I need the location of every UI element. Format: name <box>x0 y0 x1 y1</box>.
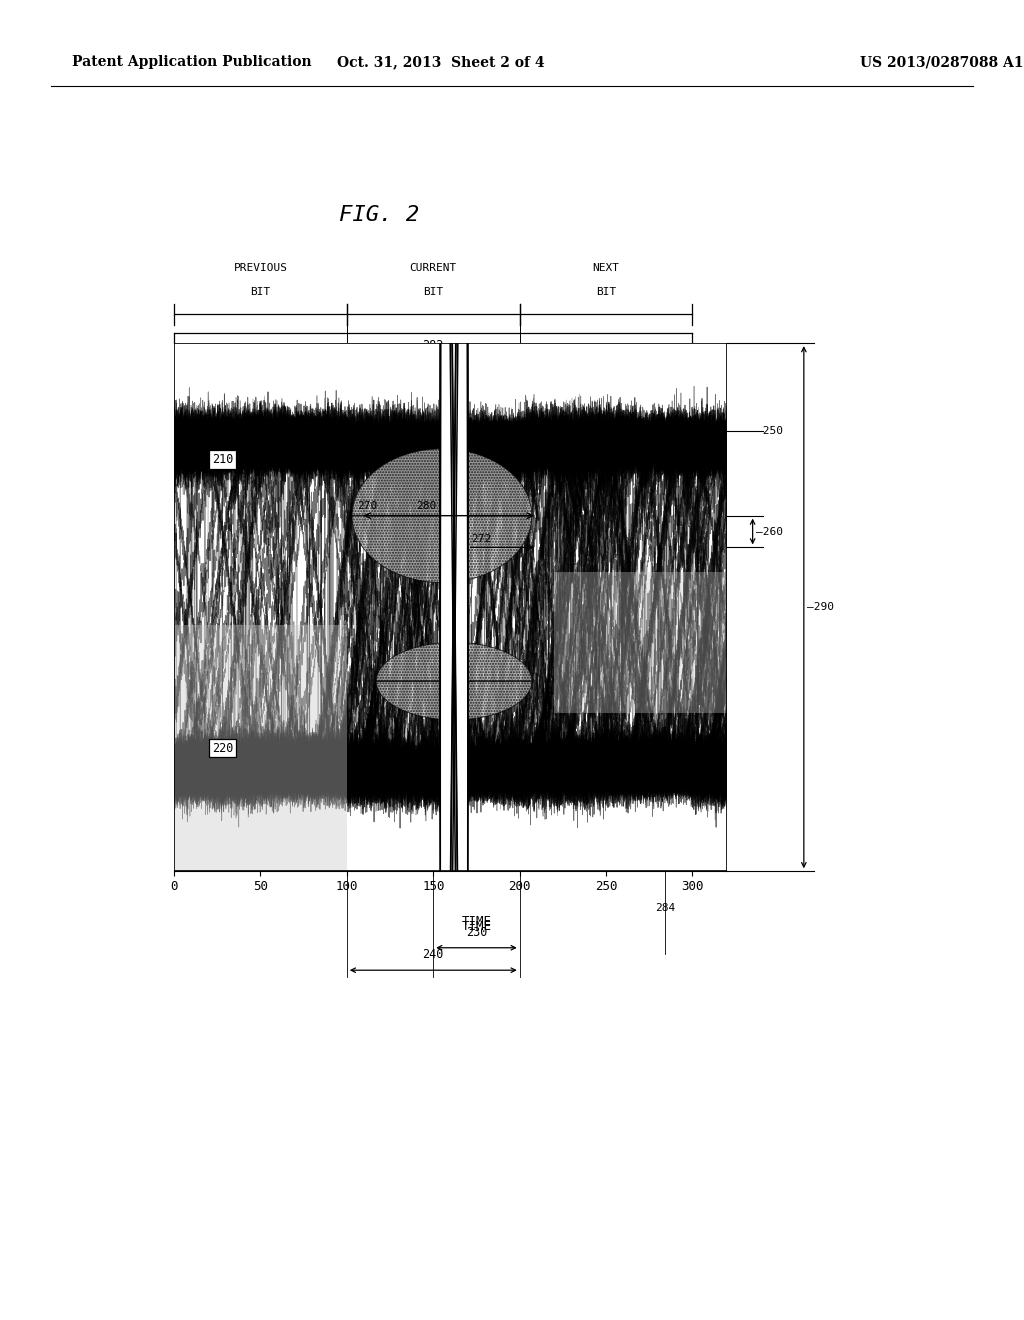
Text: —260: —260 <box>756 527 782 536</box>
Text: 230: 230 <box>466 925 487 939</box>
Text: 270: 270 <box>357 500 378 511</box>
Text: Patent Application Publication: Patent Application Publication <box>72 55 311 70</box>
Text: Oct. 31, 2013  Sheet 2 of 4: Oct. 31, 2013 Sheet 2 of 4 <box>337 55 544 70</box>
Text: 280: 280 <box>416 500 436 511</box>
Text: BIT: BIT <box>596 286 616 297</box>
Text: PREVIOUS: PREVIOUS <box>233 263 288 273</box>
Polygon shape <box>174 624 347 871</box>
Text: TIME: TIME <box>462 920 492 933</box>
Polygon shape <box>554 572 727 713</box>
Text: 240: 240 <box>423 948 444 961</box>
Text: 272: 272 <box>471 535 492 544</box>
Text: BIT: BIT <box>423 286 443 297</box>
Circle shape <box>440 0 468 1320</box>
Text: 282: 282 <box>423 339 444 352</box>
Text: —250: —250 <box>756 426 782 436</box>
Text: BIT: BIT <box>250 286 270 297</box>
Text: —290: —290 <box>807 602 834 612</box>
Polygon shape <box>376 643 531 719</box>
Text: 210: 210 <box>212 453 233 466</box>
Text: 220: 220 <box>212 742 233 755</box>
Text: NEXT: NEXT <box>593 263 620 273</box>
Circle shape <box>440 0 468 1320</box>
Text: FIG. 2: FIG. 2 <box>339 205 419 224</box>
Text: 284: 284 <box>654 903 675 913</box>
Circle shape <box>440 0 468 1320</box>
Text: US 2013/0287088 A1: US 2013/0287088 A1 <box>860 55 1024 70</box>
Polygon shape <box>352 449 531 582</box>
Text: TIME: TIME <box>462 915 492 928</box>
Text: CURRENT: CURRENT <box>410 263 457 273</box>
